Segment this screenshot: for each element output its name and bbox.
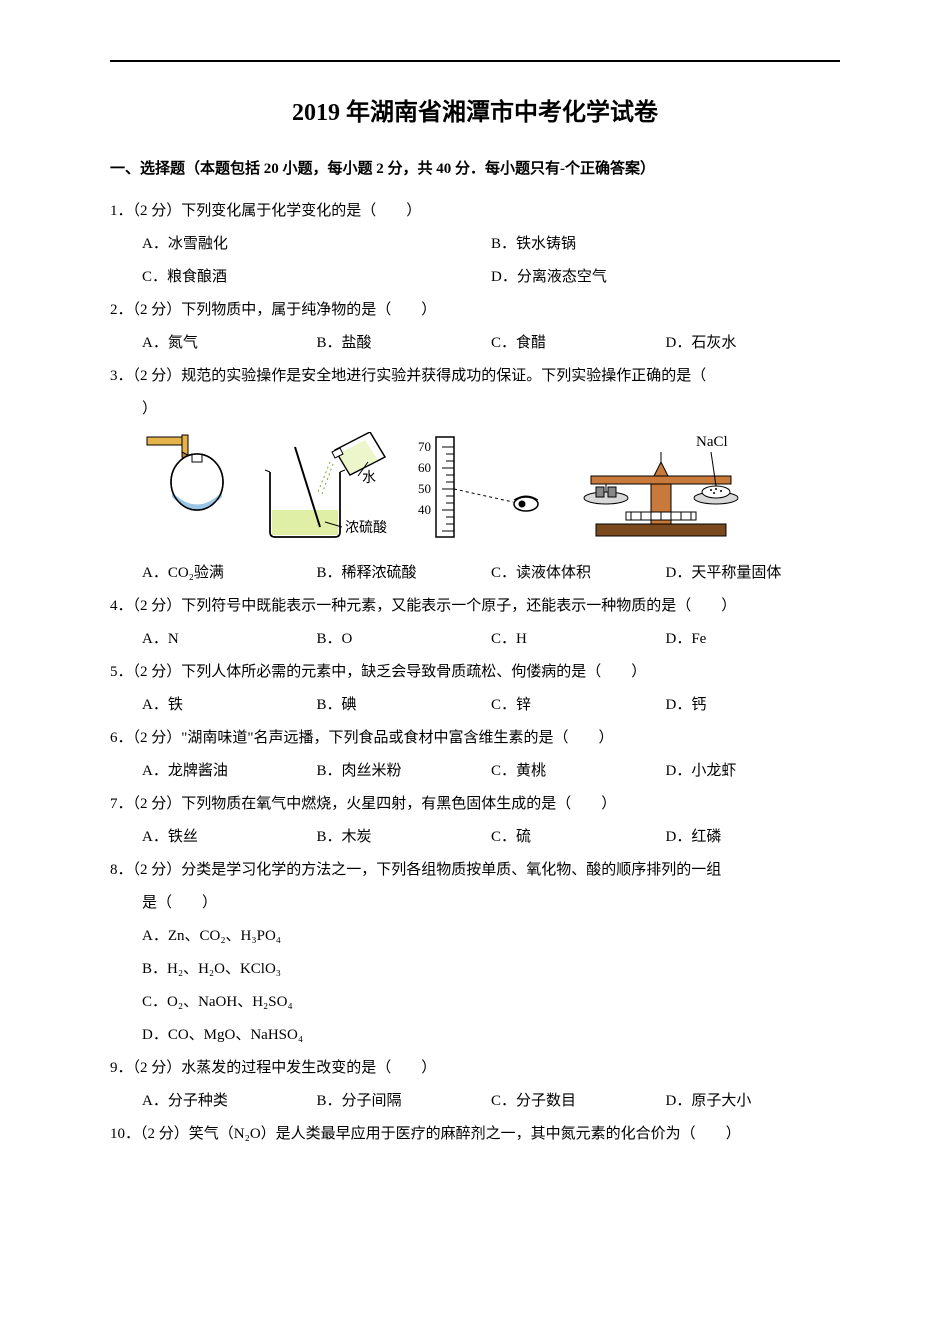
q3-opt-c: C．读液体体积 [491, 557, 666, 590]
question-5: 5．（2 分）下列人体所必需的元素中，缺乏会导致骨质疏松、佝偻病的是（ ） A．… [110, 656, 840, 722]
question-6: 6．（2 分）"湖南味道"名声远播，下列食品或食材中富含维生素的是（ ） A．龙… [110, 722, 840, 788]
q5-stem: 5．（2 分）下列人体所必需的元素中，缺乏会导致骨质疏松、佝偻病的是（ ） [110, 656, 840, 689]
fig-b-dilute-acid-icon: 水 浓硫酸 [250, 432, 400, 555]
q3-close: ） [110, 393, 840, 426]
q5-opt-a: A．铁 [142, 689, 317, 722]
q7-opt-a: A．铁丝 [142, 821, 317, 854]
question-8: 8．（2 分）分类是学习化学的方法之一，下列各组物质按单质、氧化物、酸的顺序排列… [110, 854, 840, 1052]
q7-opt-d: D．红磷 [666, 821, 841, 854]
q9-opt-c: C．分子数目 [491, 1085, 666, 1118]
q6-opt-a: A．龙牌酱油 [142, 755, 317, 788]
q10-stem: 10．（2 分）笑气（N₂O）是人类最早应用于医疗的麻醉剂之一，其中氮元素的化合… [110, 1118, 840, 1151]
q8-stem-2: 是（ ） [110, 887, 840, 920]
q9-opt-d: D．原子大小 [666, 1085, 841, 1118]
q6-opt-b: B．肉丝米粉 [317, 755, 492, 788]
q2-opt-b: B．盐酸 [317, 327, 492, 360]
fig-d-balance-icon: NaCl [566, 432, 756, 555]
exam-page: 2019 年湖南省湘潭市中考化学试卷 一、选择题（本题包括 20 小题，每小题 … [0, 0, 950, 1344]
q3-figures: 水 浓硫酸 [110, 432, 840, 555]
fig-b-label-acid: 浓硫酸 [345, 520, 387, 536]
q5-options: A．铁 B．碘 C．锌 D．钙 [110, 689, 840, 722]
fig-a-co2-flask-icon [142, 432, 232, 555]
q8-opt-d: D．CO、MgO、NaHSO₄ [142, 1019, 840, 1052]
q2-opt-a: A．氮气 [142, 327, 317, 360]
q1-options: A．冰雪融化 B．铁水铸锅 C．粮食酿酒 D．分离液态空气 [110, 228, 840, 294]
page-title: 2019 年湖南省湘潭市中考化学试卷 [110, 92, 840, 127]
q7-stem: 7．（2 分）下列物质在氧气中燃烧，火星四射，有黑色固体生成的是（ ） [110, 788, 840, 821]
q4-options: A．N B．O C．H D．Fe [110, 623, 840, 656]
q5-opt-d: D．钙 [666, 689, 841, 722]
question-4: 4．（2 分）下列符号中既能表示一种元素，又能表示一个原子，还能表示一种物质的是… [110, 590, 840, 656]
q1-opt-d: D．分离液态空气 [491, 261, 840, 294]
fig-c-read-volume-icon: 70 60 50 40 [418, 432, 548, 555]
q4-opt-b: B．O [317, 623, 492, 656]
q6-opt-d: D．小龙虾 [666, 755, 841, 788]
fig-c-tick-50: 50 [418, 481, 431, 496]
q6-stem: 6．（2 分）"湖南味道"名声远播，下列食品或食材中富含维生素的是（ ） [110, 722, 840, 755]
section-1-heading: 一、选择题（本题包括 20 小题，每小题 2 分，共 40 分．每小题只有-个正… [110, 157, 840, 181]
q1-opt-a: A．冰雪融化 [142, 228, 491, 261]
fig-b-label-water: 水 [362, 470, 376, 486]
question-10: 10．（2 分）笑气（N₂O）是人类最早应用于医疗的麻醉剂之一，其中氮元素的化合… [110, 1118, 840, 1151]
q6-options: A．龙牌酱油 B．肉丝米粉 C．黄桃 D．小龙虾 [110, 755, 840, 788]
q4-opt-a: A．N [142, 623, 317, 656]
top-rule [110, 60, 840, 62]
question-2: 2．（2 分）下列物质中，属于纯净物的是（ ） A．氮气 B．盐酸 C．食醋 D… [110, 294, 840, 360]
q7-options: A．铁丝 B．木炭 C．硫 D．红磷 [110, 821, 840, 854]
q4-opt-d: D．Fe [666, 623, 841, 656]
q7-opt-c: C．硫 [491, 821, 666, 854]
fig-c-tick-60: 60 [418, 460, 431, 475]
q3-opt-d: D．天平称量固体 [666, 557, 841, 590]
q1-opt-c: C．粮食酿酒 [142, 261, 491, 294]
q2-opt-d: D．石灰水 [666, 327, 841, 360]
q8-stem: 8．（2 分）分类是学习化学的方法之一，下列各组物质按单质、氧化物、酸的顺序排列… [110, 854, 840, 887]
q5-opt-c: C．锌 [491, 689, 666, 722]
fig-c-tick-70: 70 [418, 439, 431, 454]
q1-opt-b: B．铁水铸锅 [491, 228, 840, 261]
question-9: 9．（2 分）水蒸发的过程中发生改变的是（ ） A．分子种类 B．分子间隔 C．… [110, 1052, 840, 1118]
q3-stem: 3．（2 分）规范的实验操作是安全地进行实验并获得成功的保证。下列实验操作正确的… [110, 360, 840, 393]
q3-options: A．CO₂验满 B．稀释浓硫酸 C．读液体体积 D．天平称量固体 [110, 557, 840, 590]
question-7: 7．（2 分）下列物质在氧气中燃烧，火星四射，有黑色固体生成的是（ ） A．铁丝… [110, 788, 840, 854]
q2-opt-c: C．食醋 [491, 327, 666, 360]
q7-opt-b: B．木炭 [317, 821, 492, 854]
q4-stem: 4．（2 分）下列符号中既能表示一种元素，又能表示一个原子，还能表示一种物质的是… [110, 590, 840, 623]
q5-opt-b: B．碘 [317, 689, 492, 722]
q9-options: A．分子种类 B．分子间隔 C．分子数目 D．原子大小 [110, 1085, 840, 1118]
q6-opt-c: C．黄桃 [491, 755, 666, 788]
q2-options: A．氮气 B．盐酸 C．食醋 D．石灰水 [110, 327, 840, 360]
q3-opt-a: A．CO₂验满 [142, 557, 317, 590]
q8-options: A．Zn、CO₂、H₃PO₄ B．H₂、H₂O、KClO₃ C．O₂、NaOH、… [110, 920, 840, 1052]
question-3: 3．（2 分）规范的实验操作是安全地进行实验并获得成功的保证。下列实验操作正确的… [110, 360, 840, 590]
q4-opt-c: C．H [491, 623, 666, 656]
fig-c-tick-40: 40 [418, 502, 431, 517]
q2-stem: 2．（2 分）下列物质中，属于纯净物的是（ ） [110, 294, 840, 327]
q8-opt-b: B．H₂、H₂O、KClO₃ [142, 953, 840, 986]
q3-opt-b: B．稀释浓硫酸 [317, 557, 492, 590]
q8-opt-a: A．Zn、CO₂、H₃PO₄ [142, 920, 840, 953]
q1-stem: 1．（2 分）下列变化属于化学变化的是（ ） [110, 195, 840, 228]
q9-stem: 9．（2 分）水蒸发的过程中发生改变的是（ ） [110, 1052, 840, 1085]
q9-opt-a: A．分子种类 [142, 1085, 317, 1118]
q8-opt-c: C．O₂、NaOH、H₂SO₄ [142, 986, 840, 1019]
fig-d-label-nacl: NaCl [696, 434, 728, 450]
question-1: 1．（2 分）下列变化属于化学变化的是（ ） A．冰雪融化 B．铁水铸锅 C．粮… [110, 195, 840, 294]
q9-opt-b: B．分子间隔 [317, 1085, 492, 1118]
